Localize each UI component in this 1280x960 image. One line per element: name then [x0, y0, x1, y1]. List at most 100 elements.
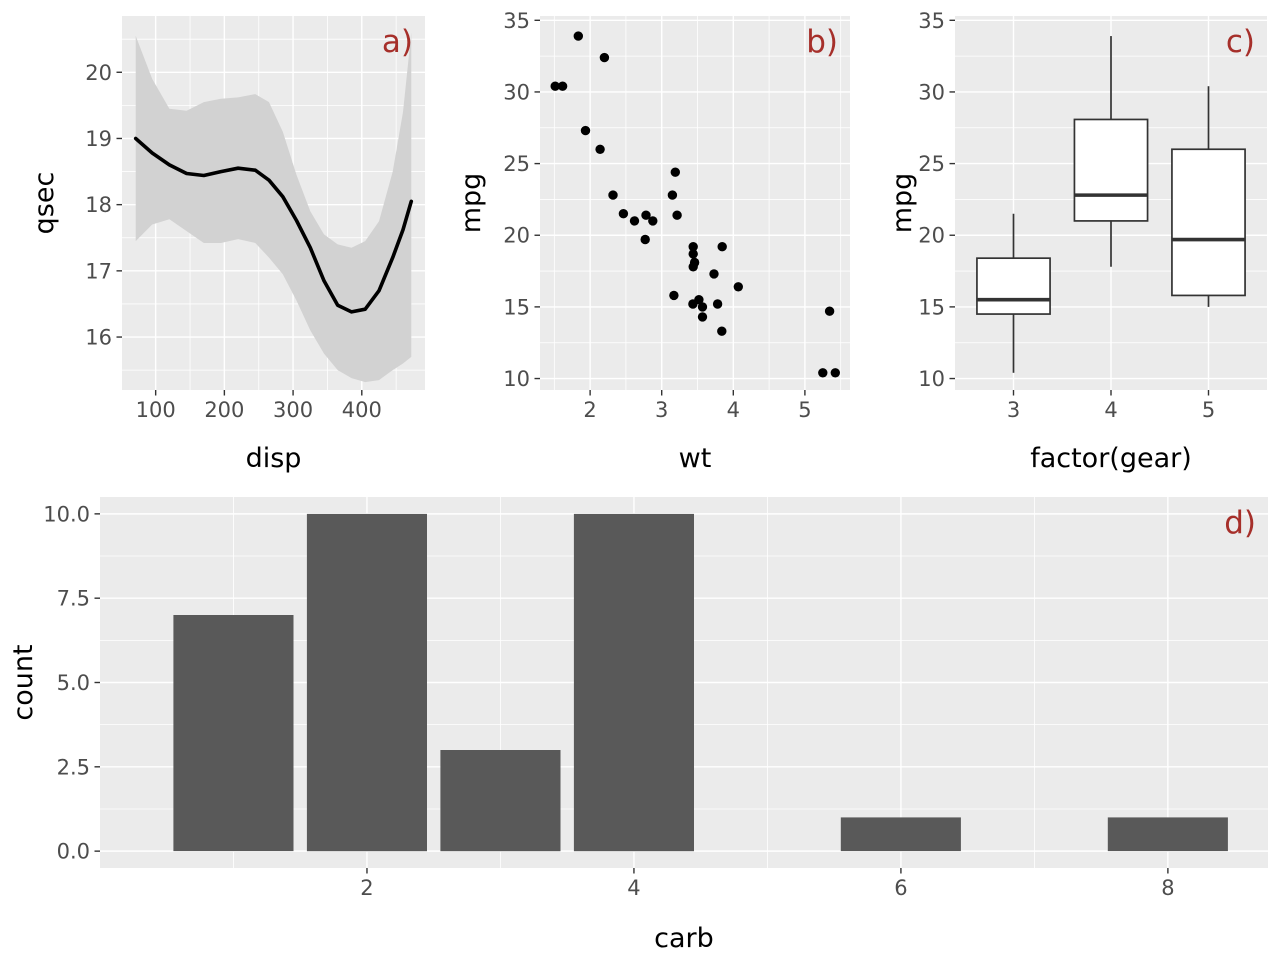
y-axis-title: qsec	[29, 172, 60, 235]
panel-b-svg: 2 3 4 5 10 15 20 25 30 35 wt mpg b)	[456, 9, 850, 474]
data-point	[608, 190, 618, 200]
data-point	[688, 242, 698, 252]
y-tick-label: 5.0	[57, 671, 90, 695]
y-tick-label: 20	[503, 224, 530, 248]
data-point	[595, 144, 605, 154]
x-tick-label: 100	[136, 398, 176, 422]
panel-a-axes: 100 200 300 400 16 17 18 19 20 disp qsec	[29, 61, 382, 474]
data-point	[640, 234, 650, 245]
y-tick-label: 10	[918, 367, 945, 391]
y-tick-label: 20	[85, 61, 112, 85]
data-point	[573, 31, 583, 41]
y-tick-label: 15	[503, 295, 530, 319]
data-point	[688, 249, 698, 259]
y-tick-label: 10	[503, 367, 530, 391]
panel-tag: a)	[382, 24, 413, 60]
x-tick-label: 3	[1007, 398, 1020, 422]
x-tick-label: 8	[1161, 876, 1174, 900]
x-tick-label: 4	[1104, 398, 1117, 422]
panel-d-svg: 2 4 6 8 0.0 2.5 5.0 7.5 10.0 carb count d)	[8, 497, 1268, 954]
data-point	[688, 299, 698, 309]
x-axis-title: wt	[679, 443, 712, 474]
panel-a-svg: 100 200 300 400 16 17 18 19 20 disp qsec a)	[29, 16, 425, 474]
y-axis-title: mpg	[456, 173, 487, 234]
panel-tag: b)	[806, 24, 838, 60]
data-point	[667, 190, 678, 200]
data-point	[712, 299, 723, 309]
data-point	[618, 209, 629, 219]
bar-carb-6	[840, 817, 961, 852]
panel-c-series	[976, 36, 1246, 373]
x-tick-label: 6	[894, 876, 907, 900]
panel-d-series	[173, 513, 1228, 852]
y-tick-label: 35	[918, 9, 945, 33]
data-point	[599, 52, 610, 63]
boxplot-gear-5	[1171, 86, 1246, 307]
data-point	[830, 368, 840, 378]
y-tick-label: 20	[918, 224, 945, 248]
bar-carb-8	[1107, 817, 1228, 852]
panel-d-axes: 2 4 6 8 0.0 2.5 5.0 7.5 10.0 carb count	[8, 502, 1175, 954]
x-tick-label: 3	[655, 398, 668, 422]
panel-c-axes: 3 4 5 10 15 20 25 30 35 factor(gear) mpg	[887, 9, 1215, 474]
panel-tag: d)	[1224, 505, 1256, 541]
panel-a-smooth-plot: 100 200 300 400 16 17 18 19 20 disp qsec a)	[0, 0, 434, 480]
panel-b-grid	[540, 16, 850, 390]
data-point	[697, 312, 708, 322]
panel-a-series	[133, 32, 414, 383]
data-point	[670, 167, 680, 177]
panel-d-bar-chart: 2 4 6 8 0.0 2.5 5.0 7.5 10.0 carb count d)	[0, 480, 1280, 960]
panel-b-scatter-plot: 2 3 4 5 10 15 20 25 30 35 wt mpg b)	[437, 0, 880, 480]
data-point	[550, 81, 560, 91]
y-tick-label: 17	[85, 259, 112, 283]
x-tick-label: 200	[204, 398, 244, 422]
x-tick-label: 2	[583, 398, 596, 422]
smooth-line	[133, 136, 414, 314]
y-tick-label: 16	[85, 326, 112, 350]
x-tick-label: 2	[360, 876, 373, 900]
y-tick-label: 7.5	[57, 587, 90, 611]
x-axis-title: factor(gear)	[1030, 443, 1192, 474]
y-tick-label: 10.0	[43, 502, 90, 526]
x-tick-label: 5	[1202, 398, 1215, 422]
data-point	[669, 290, 679, 301]
data-point	[824, 306, 835, 316]
data-point	[709, 269, 719, 279]
y-tick-label: 35	[503, 9, 530, 33]
panel-c-box-plot: 3 4 5 10 15 20 25 30 35 factor(gear) mpg c)	[884, 0, 1280, 480]
boxplot-gear-4	[1073, 36, 1149, 267]
confidence-ribbon	[135, 32, 412, 383]
y-tick-label: 15	[918, 295, 945, 319]
x-tick-label: 4	[627, 876, 640, 900]
x-tick-label: 400	[342, 398, 382, 422]
y-tick-label: 19	[85, 127, 112, 151]
x-axis-title: carb	[654, 923, 714, 954]
data-point	[672, 210, 682, 220]
panel-b-axes: 2 3 4 5 10 15 20 25 30 35 wt mpg	[456, 9, 812, 474]
panel-b-background	[540, 16, 850, 390]
y-tick-label: 25	[918, 152, 945, 176]
y-axis-title: mpg	[887, 173, 918, 234]
data-point	[648, 216, 658, 226]
y-axis-title: count	[8, 644, 39, 720]
y-tick-label: 25	[503, 152, 530, 176]
bar-carb-3	[440, 750, 561, 852]
panel-tag: c)	[1226, 24, 1255, 60]
x-tick-label: 300	[273, 398, 313, 422]
y-tick-label: 0.0	[57, 840, 90, 864]
data-point	[818, 368, 828, 378]
data-point	[733, 282, 743, 292]
data-point	[688, 262, 698, 272]
panel-b-series	[550, 31, 840, 378]
data-point	[717, 326, 727, 336]
x-tick-label: 4	[727, 398, 740, 422]
panel-c-svg: 3 4 5 10 15 20 25 30 35 factor(gear) mpg c)	[887, 9, 1267, 474]
y-tick-label: 2.5	[57, 755, 90, 779]
boxplot-gear-3	[976, 213, 1051, 373]
data-point	[641, 210, 651, 220]
data-point	[580, 125, 591, 136]
data-point	[697, 302, 708, 312]
x-tick-label: 5	[798, 398, 811, 422]
x-axis-title: disp	[246, 443, 302, 474]
